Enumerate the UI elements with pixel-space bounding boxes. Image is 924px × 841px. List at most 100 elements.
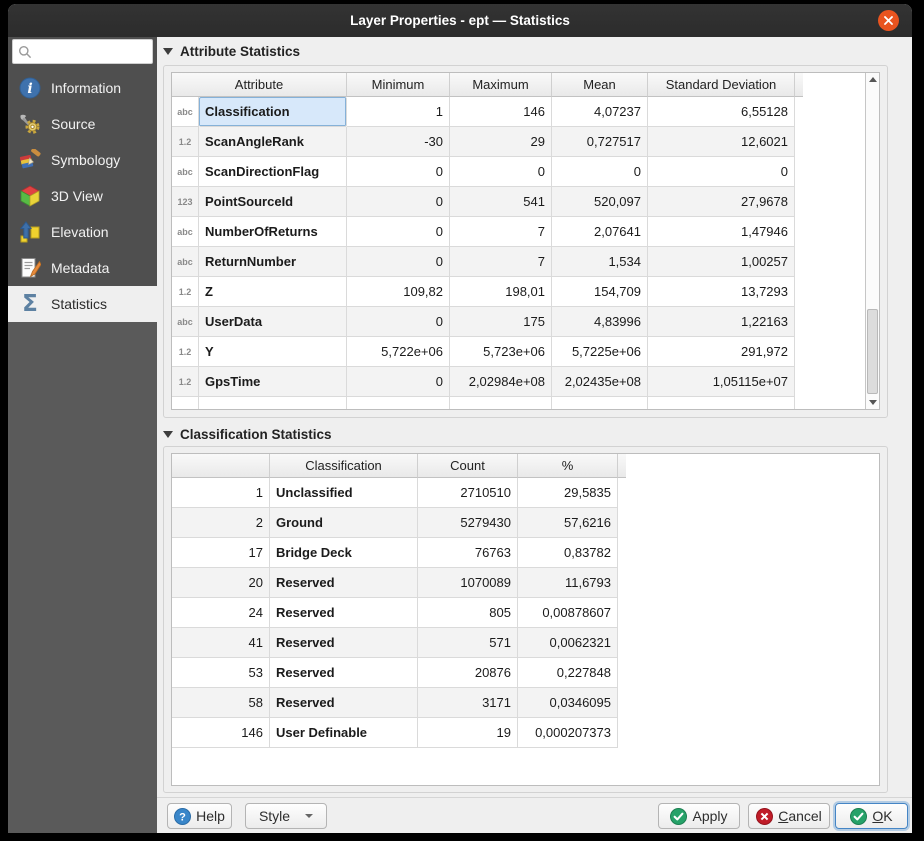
attribute-table-row[interactable]: abc Classification 1 146 4,07237 6,55128	[172, 97, 865, 127]
minimum-cell[interactable]: 109,82	[347, 277, 450, 307]
column-header-attribute[interactable]: Attribute	[172, 73, 347, 97]
count-cell[interactable]: 2710510	[418, 478, 518, 508]
count-cell[interactable]: 805	[418, 598, 518, 628]
class-name-cell[interactable]: Reserved	[270, 598, 418, 628]
sidebar-item-metadata[interactable]: Metadata	[8, 250, 157, 286]
percent-cell[interactable]: 0,000207373	[518, 718, 618, 748]
collapse-triangle-icon[interactable]	[163, 431, 173, 438]
classification-table-row[interactable]: 58 Reserved 3171 0,0346095	[172, 688, 879, 718]
maximum-cell[interactable]: 198,01	[450, 277, 552, 307]
class-name-cell[interactable]: Ground	[270, 508, 418, 538]
class-name-cell[interactable]: User Definable	[270, 718, 418, 748]
count-cell[interactable]: 5279430	[418, 508, 518, 538]
percent-cell[interactable]: 0,227848	[518, 658, 618, 688]
mean-cell[interactable]: 2,02435e+08	[552, 367, 648, 397]
mean-cell[interactable]: 154,709	[552, 277, 648, 307]
count-cell[interactable]: 76763	[418, 538, 518, 568]
maximum-cell[interactable]: 5,723e+06	[450, 337, 552, 367]
maximum-cell[interactable]: 175	[450, 307, 552, 337]
class-name-cell[interactable]: Reserved	[270, 688, 418, 718]
sidebar-item-symbology[interactable]: Symbology	[8, 142, 157, 178]
count-cell[interactable]: 571	[418, 628, 518, 658]
attribute-name-cell[interactable]: PointSourceId	[199, 187, 347, 217]
mean-cell[interactable]: 4,83996	[552, 307, 648, 337]
mean-cell[interactable]: 5,7225e+06	[552, 337, 648, 367]
attribute-table-row[interactable]: abc NumberOfReturns 0 7 2,07641 1,47946	[172, 217, 865, 247]
class-name-cell[interactable]: Reserved	[270, 658, 418, 688]
classification-table-row[interactable]: 2 Ground 5279430 57,6216	[172, 508, 879, 538]
maximum-cell[interactable]: 7	[450, 217, 552, 247]
attribute-table-row[interactable]: 1.2 ScanAngleRank -30 29 0,727517 12,602…	[172, 127, 865, 157]
classification-statistics-table[interactable]: Classification Count % 1 Unclassified 27…	[171, 453, 880, 786]
maximum-cell[interactable]: 146	[450, 97, 552, 127]
classification-table-row[interactable]: 1 Unclassified 2710510 29,5835	[172, 478, 879, 508]
column-header-stddev[interactable]: Standard Deviation	[648, 73, 795, 97]
attribute-table-row[interactable]: abc UserData 0 175 4,83996 1,22163	[172, 307, 865, 337]
classification-table-row[interactable]: 24 Reserved 805 0,00878607	[172, 598, 879, 628]
stddev-cell[interactable]: 1,00257	[648, 247, 795, 277]
stddev-cell[interactable]: 27,9678	[648, 187, 795, 217]
minimum-cell[interactable]: 0	[347, 217, 450, 247]
classification-table-row[interactable]: 53 Reserved 20876 0,227848	[172, 658, 879, 688]
help-button[interactable]: ? Help	[167, 803, 232, 829]
cancel-button[interactable]: Cancel	[748, 803, 830, 829]
class-code-cell[interactable]: 17	[172, 538, 270, 568]
mean-cell[interactable]: 4,07237	[552, 97, 648, 127]
sidebar-item-elevation[interactable]: Elevation	[8, 214, 157, 250]
class-code-cell[interactable]: 41	[172, 628, 270, 658]
attribute-table-row[interactable]: 1.2 Z 109,82 198,01 154,709 13,7293	[172, 277, 865, 307]
count-cell[interactable]: 3171	[418, 688, 518, 718]
sidebar-item-source[interactable]: Source	[8, 106, 157, 142]
column-header-maximum[interactable]: Maximum	[450, 73, 552, 97]
percent-cell[interactable]: 57,6216	[518, 508, 618, 538]
percent-cell[interactable]: 11,6793	[518, 568, 618, 598]
class-code-cell[interactable]: 24	[172, 598, 270, 628]
classification-table-row[interactable]: 146 User Definable 19 0,000207373	[172, 718, 879, 748]
search-box[interactable]	[12, 39, 153, 64]
class-code-cell[interactable]: 53	[172, 658, 270, 688]
style-button[interactable]: Style	[245, 803, 327, 829]
stddev-cell[interactable]: 291,972	[648, 337, 795, 367]
column-header-code[interactable]	[172, 454, 270, 478]
attribute-name-cell[interactable]: GpsTime	[199, 367, 347, 397]
vertical-scrollbar[interactable]	[865, 73, 879, 409]
classification-table-row[interactable]: 17 Bridge Deck 76763 0,83782	[172, 538, 879, 568]
attribute-name-cell[interactable]: Y	[199, 337, 347, 367]
mean-cell[interactable]: 0,727517	[552, 127, 648, 157]
percent-cell[interactable]: 0,83782	[518, 538, 618, 568]
mean-cell[interactable]: 1,534	[552, 247, 648, 277]
attribute-table-row[interactable]: abc ReturnNumber 0 7 1,534 1,00257	[172, 247, 865, 277]
maximum-cell[interactable]: 0	[450, 157, 552, 187]
column-header-count[interactable]: Count	[418, 454, 518, 478]
minimum-cell[interactable]: 5,722e+06	[347, 337, 450, 367]
attribute-name-cell[interactable]: ReturnNumber	[199, 247, 347, 277]
attribute-name-cell[interactable]: ScanAngleRank	[199, 127, 347, 157]
classification-table-row[interactable]: 41 Reserved 571 0,0062321	[172, 628, 879, 658]
minimum-cell[interactable]: 0	[347, 157, 450, 187]
minimum-cell[interactable]: 1	[347, 97, 450, 127]
stddev-cell[interactable]: 1,05115e+07	[648, 367, 795, 397]
sidebar-item-3d-view[interactable]: 3D View	[8, 178, 157, 214]
attribute-table-row[interactable]: abc ScanDirectionFlag 0 0 0 0	[172, 157, 865, 187]
class-name-cell[interactable]: Unclassified	[270, 478, 418, 508]
attribute-name-cell[interactable]: UserData	[199, 307, 347, 337]
attribute-name-cell[interactable]: Z	[199, 277, 347, 307]
attribute-name-cell[interactable]: NumberOfReturns	[199, 217, 347, 247]
scroll-up-button[interactable]	[866, 73, 879, 86]
attribute-name-cell[interactable]: ScanDirectionFlag	[199, 157, 347, 187]
column-header-mean[interactable]: Mean	[552, 73, 648, 97]
close-button[interactable]	[878, 10, 899, 31]
count-cell[interactable]: 19	[418, 718, 518, 748]
count-cell[interactable]: 20876	[418, 658, 518, 688]
maximum-cell[interactable]: 7	[450, 247, 552, 277]
maximum-cell[interactable]: 29	[450, 127, 552, 157]
percent-cell[interactable]: 29,5835	[518, 478, 618, 508]
class-code-cell[interactable]: 146	[172, 718, 270, 748]
attribute-table-row[interactable]: 123 PointSourceId 0 541 520,097 27,9678	[172, 187, 865, 217]
minimum-cell[interactable]: 0	[347, 187, 450, 217]
collapse-triangle-icon[interactable]	[163, 48, 173, 55]
minimum-cell[interactable]: 0	[347, 307, 450, 337]
scroll-down-button[interactable]	[866, 396, 879, 409]
column-header-percent[interactable]: %	[518, 454, 618, 478]
mean-cell[interactable]: 520,097	[552, 187, 648, 217]
